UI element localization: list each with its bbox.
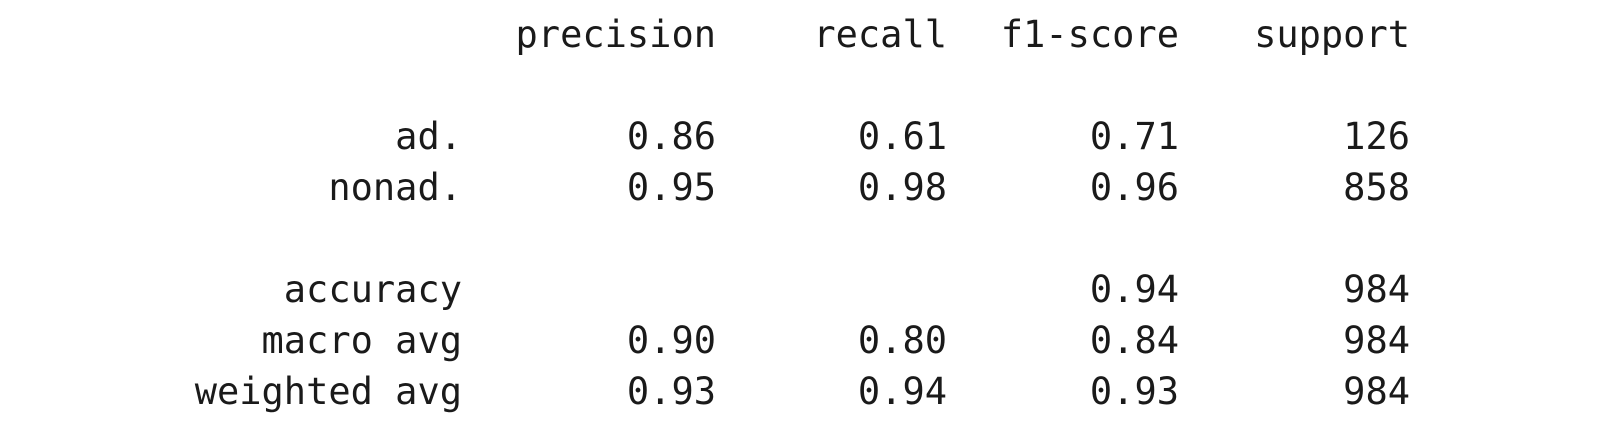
accuracy-row: accuracy 0.94 984 xyxy=(0,265,1602,315)
recall-value: 0.80 xyxy=(857,319,947,362)
recall-value: 0.94 xyxy=(857,370,947,413)
row-label: weighted avg xyxy=(194,370,462,413)
row-label: accuracy xyxy=(283,268,462,311)
header-precision: precision xyxy=(515,13,716,56)
weighted-avg-row: weighted avg 0.93 0.94 0.93 984 xyxy=(0,367,1602,417)
support-value: 858 xyxy=(1343,166,1410,209)
macro-avg-row: macro avg 0.90 0.80 0.84 984 xyxy=(0,316,1602,366)
header-f1-score: f1-score xyxy=(1000,13,1179,56)
f1-score-value: 0.93 xyxy=(1089,370,1179,413)
row-label: nonad. xyxy=(328,166,462,209)
f1-score-value: 0.71 xyxy=(1089,115,1179,158)
row-label: macro avg xyxy=(261,319,462,362)
precision-value: 0.86 xyxy=(626,115,716,158)
support-value: 984 xyxy=(1343,370,1410,413)
class-row-nonad: nonad. 0.95 0.98 0.96 858 xyxy=(0,163,1602,213)
header-support: support xyxy=(1254,13,1410,56)
header-recall: recall xyxy=(813,13,947,56)
class-row-ad: ad. 0.86 0.61 0.71 126 xyxy=(0,112,1602,162)
precision-value: 0.93 xyxy=(626,370,716,413)
f1-score-value: 0.94 xyxy=(1089,268,1179,311)
support-value: 984 xyxy=(1343,268,1410,311)
support-value: 984 xyxy=(1343,319,1410,362)
row-label: ad. xyxy=(395,115,462,158)
precision-value: 0.90 xyxy=(626,319,716,362)
header-row: precision recall f1-score support xyxy=(0,10,1602,60)
f1-score-value: 0.96 xyxy=(1089,166,1179,209)
support-value: 126 xyxy=(1343,115,1410,158)
f1-score-value: 0.84 xyxy=(1089,319,1179,362)
recall-value: 0.61 xyxy=(857,115,947,158)
recall-value: 0.98 xyxy=(857,166,947,209)
precision-value: 0.95 xyxy=(626,166,716,209)
